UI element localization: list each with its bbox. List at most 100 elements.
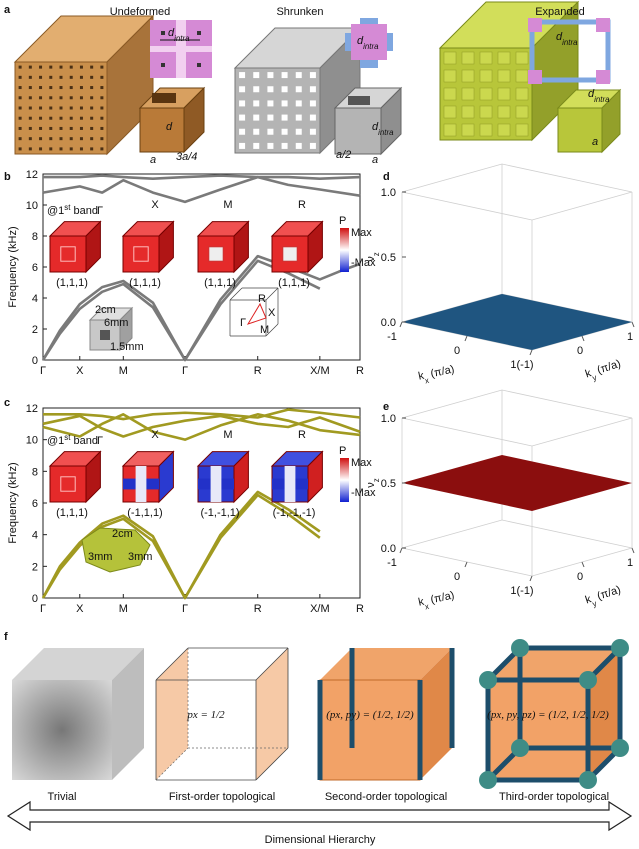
pore bbox=[100, 65, 104, 69]
mode-index: (1,1,1) bbox=[204, 277, 236, 289]
text-part: k bbox=[584, 367, 593, 380]
pore bbox=[90, 75, 94, 79]
bump bbox=[497, 105, 511, 119]
pore bbox=[197, 31, 201, 35]
cube-front bbox=[334, 107, 382, 155]
z-tick-label: 0.0 bbox=[381, 543, 396, 555]
pore bbox=[59, 106, 63, 110]
pore bbox=[39, 75, 43, 79]
box-edge bbox=[401, 163, 503, 193]
bump bbox=[515, 51, 529, 65]
text-part: d bbox=[357, 35, 364, 47]
x-tick-label: 1(-1) bbox=[510, 359, 533, 371]
x-tick-label: Γ bbox=[182, 365, 188, 377]
sample-dim: 1.5mm bbox=[110, 341, 144, 353]
pore bbox=[39, 96, 43, 100]
pore bbox=[295, 100, 302, 107]
bump bbox=[443, 105, 457, 119]
panel-letter: d bbox=[383, 171, 390, 183]
pore bbox=[281, 72, 288, 79]
pore bbox=[28, 116, 32, 120]
pore bbox=[253, 72, 260, 79]
pore bbox=[59, 126, 63, 130]
pore bbox=[309, 72, 316, 79]
band-label: @1st band bbox=[47, 203, 98, 218]
pore bbox=[100, 137, 104, 141]
mode-detail bbox=[284, 466, 296, 502]
box-edge bbox=[401, 389, 503, 419]
hidden-edge bbox=[155, 747, 189, 781]
y-tick-label: 6 bbox=[32, 262, 38, 274]
z-tick-label: 0.5 bbox=[381, 478, 396, 490]
text-part: y bbox=[591, 372, 598, 382]
pore bbox=[295, 72, 302, 79]
mode-point: Γ bbox=[97, 205, 103, 217]
cube-label: Third-order topological bbox=[499, 791, 609, 803]
bump bbox=[515, 123, 529, 137]
pore bbox=[253, 114, 260, 121]
pore bbox=[295, 128, 302, 135]
pore bbox=[28, 96, 32, 100]
pore bbox=[281, 100, 288, 107]
text-part: k bbox=[417, 370, 425, 383]
sample-dim: 6mm bbox=[104, 317, 128, 329]
sample-dim: 2cm bbox=[112, 528, 133, 540]
text-part: (π/a) bbox=[426, 589, 455, 606]
text-part: x bbox=[424, 601, 430, 611]
bump bbox=[443, 87, 457, 101]
bump bbox=[479, 69, 493, 83]
panel-letter: e bbox=[383, 401, 389, 413]
cube-front bbox=[557, 107, 603, 153]
x-tick bbox=[529, 349, 533, 356]
band-line bbox=[41, 490, 321, 600]
pore bbox=[281, 86, 288, 93]
pore bbox=[59, 96, 63, 100]
pore bbox=[253, 128, 260, 135]
pore bbox=[49, 65, 53, 69]
x-tick-label: R bbox=[254, 603, 262, 615]
y-tick bbox=[631, 547, 635, 554]
pore bbox=[39, 137, 43, 141]
cube-edge bbox=[155, 647, 189, 681]
cube-edge bbox=[255, 747, 289, 781]
pore bbox=[90, 137, 94, 141]
pore bbox=[69, 137, 73, 141]
pore bbox=[39, 106, 43, 110]
x-axis-label: kx (π/a) bbox=[417, 589, 456, 612]
colorbar bbox=[340, 458, 349, 502]
cube-side bbox=[420, 648, 452, 780]
pore bbox=[281, 142, 288, 149]
bump bbox=[515, 69, 529, 83]
z-tick-label: 1.0 bbox=[381, 187, 396, 199]
text-part: intra bbox=[562, 38, 578, 47]
sample-dim: 3mm bbox=[88, 551, 112, 563]
pore bbox=[18, 147, 22, 151]
pore bbox=[161, 31, 165, 35]
mode-detail bbox=[60, 246, 76, 262]
pore bbox=[253, 86, 260, 93]
pore bbox=[79, 126, 83, 130]
pore bbox=[90, 106, 94, 110]
x-tick-label: -1 bbox=[387, 331, 397, 343]
cube-front bbox=[319, 679, 421, 781]
box-edge bbox=[501, 519, 633, 549]
box-edge bbox=[401, 417, 533, 447]
mode-point: X bbox=[151, 199, 159, 211]
x-tick-label: X bbox=[76, 365, 84, 377]
corner-state bbox=[579, 671, 597, 689]
pore bbox=[79, 65, 83, 69]
pore bbox=[90, 65, 94, 69]
band-line bbox=[41, 259, 321, 362]
sample-dim: 3mm bbox=[128, 551, 152, 563]
panel-title: Shrunken bbox=[276, 6, 323, 18]
y-tick-label: 12 bbox=[26, 169, 38, 181]
x-tick bbox=[464, 335, 468, 342]
pore bbox=[309, 142, 316, 149]
corner-state bbox=[511, 639, 529, 657]
text-part: (π/a) bbox=[426, 363, 455, 380]
text-part: a bbox=[592, 136, 598, 148]
pore bbox=[79, 96, 83, 100]
dim-label: a bbox=[372, 154, 378, 166]
pore bbox=[197, 63, 201, 67]
bz-path bbox=[246, 302, 267, 325]
